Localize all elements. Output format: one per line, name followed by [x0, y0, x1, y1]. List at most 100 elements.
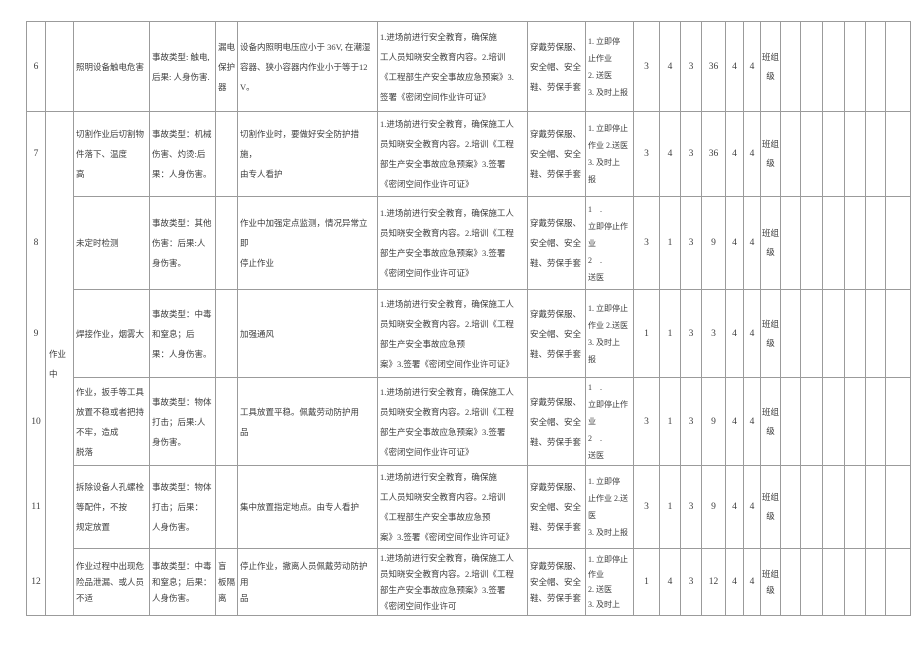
risk-grade-cell: 4 [725, 465, 744, 549]
empty-cell [865, 377, 886, 466]
accident-type-cell: 事故类型：中毒 和窒息；后果： 人身伤害。 [149, 548, 216, 616]
control-level-cell: 班组级 [760, 289, 781, 378]
lec-d-cell: 9 [701, 196, 726, 290]
empty-cell [844, 377, 866, 466]
emergency-cell: 1. 立即停止 作业 2.送医 3. 及时上 报 [585, 289, 634, 378]
technical-measure-cell: 停止作业，撤离人员佩戴劳动防护用 品 [237, 548, 378, 616]
engineering-measure-cell [215, 111, 238, 197]
risk-grade-cell: 4 [725, 548, 744, 616]
empty-cell [800, 111, 823, 197]
lec-c-cell: 3 [680, 196, 702, 290]
control-level-cell: 班组级 [760, 196, 781, 290]
lec-e-cell: 4 [659, 21, 681, 112]
hazard-cell: 焊接作业，烟雾大 [73, 289, 150, 378]
table-row: 11 拆除设备人孔螺栓 等配件，不按 规定放置 事故类型：物体 打击；后果： 人… [26, 465, 911, 549]
table-row: 7 作业中 切割作业后切割物 件落下、温度 高 事故类型：机械 伤害、灼烫:后 … [26, 111, 911, 616]
ppe-cell: 穿戴劳保服、 安全帽、安全 鞋、劳保手套 [527, 548, 586, 616]
accident-type-cell: 事故类型：物体 打击；后果:人 身伤害。 [149, 377, 216, 466]
empty-cell [800, 548, 823, 616]
lec-e-cell: 1 [659, 377, 681, 466]
table-row: 9 焊接作业，烟雾大 事故类型：中毒 和窒息；后 果：人身伤害。 加强通风 1.… [26, 289, 911, 378]
empty-cell [780, 377, 801, 466]
lec-l-cell: 3 [633, 465, 660, 549]
risk-grade-cell: 4 [725, 21, 744, 112]
empty-cell [822, 377, 845, 466]
lec-c-cell: 3 [680, 377, 702, 466]
empty-cell [822, 289, 845, 378]
row-number-cell: 9 [26, 289, 46, 378]
engineering-measure-cell [215, 465, 238, 549]
management-measure-cell: 1.进场前进行安全教育，确保施工人 员知晓安全教育内容。2.培训《工程 部生产安… [377, 548, 528, 616]
empty-cell [844, 21, 866, 112]
engineering-measure-cell: 盲 板隔离 [215, 548, 238, 616]
row-number-cell: 12 [26, 548, 46, 616]
lec-l-cell: 3 [633, 111, 660, 197]
empty-cell [885, 21, 911, 112]
lec-d-cell: 36 [701, 111, 726, 197]
accident-type-cell: 事故类型：物体 打击；后果： 人身伤害。 [149, 465, 216, 549]
risk-grade-cell: 4 [743, 548, 761, 616]
stage-cell-empty [45, 21, 74, 112]
emergency-cell: 1. 立即停止 作业 2. 送医 3. 及时上 [585, 548, 634, 616]
lec-c-cell: 3 [680, 465, 702, 549]
emergency-cell: 1 . 立即停止作 业 2 . 送医 [585, 196, 634, 290]
empty-cell [800, 21, 823, 112]
empty-cell [800, 289, 823, 378]
empty-cell [865, 21, 886, 112]
empty-cell [844, 196, 866, 290]
empty-cell [885, 377, 911, 466]
lec-e-cell: 4 [659, 548, 681, 616]
ppe-cell: 穿戴劳保服、 安全帽、安全 鞋、劳保手套 [527, 465, 586, 549]
risk-grade-cell: 4 [743, 289, 761, 378]
empty-cell [822, 111, 845, 197]
control-level-cell: 班组级 [760, 111, 781, 197]
accident-type-cell: 事故类型：其他 伤害：后果:人 身伤害。 [149, 196, 216, 290]
lec-c-cell: 3 [680, 111, 702, 197]
empty-cell [780, 196, 801, 290]
empty-cell [822, 196, 845, 290]
empty-cell [885, 196, 911, 290]
management-measure-cell: 1.进场前进行安全教育，确保施工人 员知晓安全教育内容。2.培训《工程 部生产安… [377, 377, 528, 466]
accident-type-cell: 事故类型: 触电, 后果: 人身伤害. [149, 21, 216, 112]
management-measure-cell: 1.进场前进行安全教育，确保施 工人员知晓安全教育内容。2.培训 《工程部生产安… [377, 465, 528, 549]
lec-d-cell: 36 [701, 21, 726, 112]
table-row: 12 作业过程中出现危 险品泄漏、或人员 不适 事故类型：中毒 和窒息；后果： … [26, 548, 911, 616]
ppe-cell: 穿戴劳保服、 安全帽、安全 鞋、劳保手套 [527, 111, 586, 197]
emergency-cell: 1. 立即停 止作业 2. 送医 3. 及时上报 [585, 21, 634, 112]
empty-cell [865, 289, 886, 378]
engineering-measure-cell [215, 377, 238, 466]
technical-measure-cell: 切割作业时，要做好安全防护措施， 由专人看护 [237, 111, 378, 197]
empty-cell [800, 377, 823, 466]
emergency-cell: 1. 立即停止 作业 2.送医 3. 及时上 报 [585, 111, 634, 197]
lec-d-cell: 9 [701, 465, 726, 549]
stage-cell: 作业中 [45, 111, 74, 616]
risk-grade-cell: 4 [725, 377, 744, 466]
control-level-cell: 班组级 [760, 465, 781, 549]
risk-grade-cell: 4 [743, 465, 761, 549]
lec-e-cell: 1 [659, 465, 681, 549]
lec-l-cell: 3 [633, 21, 660, 112]
empty-cell [885, 465, 911, 549]
emergency-cell: 1. 立即停 止作业 2.送医 3. 及时上报 [585, 465, 634, 549]
control-level-cell: 班组级 [760, 548, 781, 616]
engineering-measure-cell [215, 289, 238, 378]
risk-grade-cell: 4 [725, 111, 744, 197]
lec-l-cell: 3 [633, 196, 660, 290]
empty-cell [844, 289, 866, 378]
empty-cell [865, 196, 886, 290]
row-number-cell: 8 [26, 196, 46, 290]
accident-type-cell: 事故类型：中毒 和窒息；后 果：人身伤害。 [149, 289, 216, 378]
control-level-cell: 班组级 [760, 377, 781, 466]
row-number-cell: 10 [26, 377, 46, 466]
lec-c-cell: 3 [680, 548, 702, 616]
risk-grade-cell: 4 [743, 377, 761, 466]
empty-cell [780, 111, 801, 197]
empty-cell [800, 196, 823, 290]
hazard-cell: 拆除设备人孔螺栓 等配件，不按 规定放置 [73, 465, 150, 549]
lec-d-cell: 3 [701, 289, 726, 378]
empty-cell [865, 465, 886, 549]
row-number-cell: 7 [26, 111, 46, 197]
emergency-cell: 1 . 立即停止作 业 2 . 送医 [585, 377, 634, 466]
lec-c-cell: 3 [680, 21, 702, 112]
